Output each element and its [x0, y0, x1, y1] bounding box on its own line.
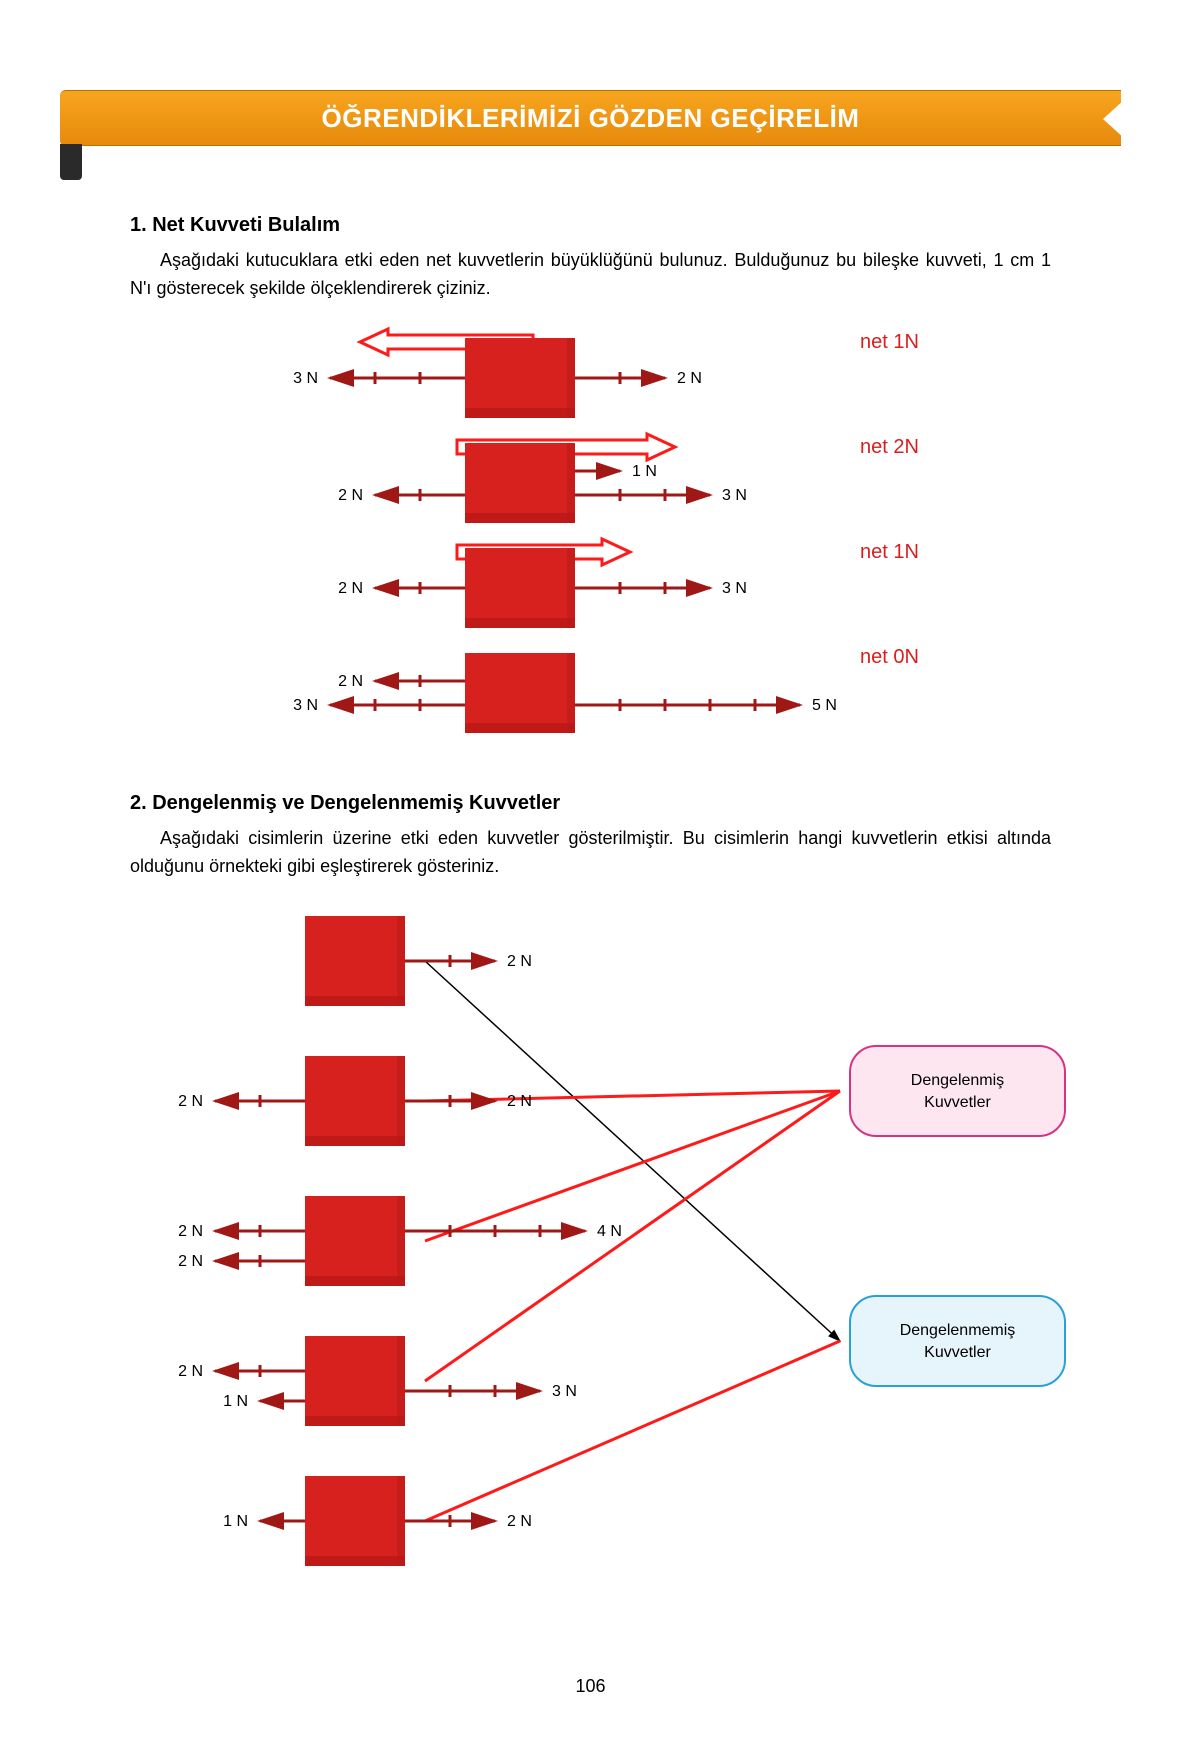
- svg-text:1 N: 1 N: [223, 1513, 248, 1530]
- section2-paragraph: Aşağıdaki cisimlerin üzerine etki eden k…: [130, 825, 1051, 881]
- svg-text:3 N: 3 N: [293, 370, 318, 387]
- svg-text:3 N: 3 N: [293, 697, 318, 714]
- svg-text:2 N: 2 N: [507, 953, 532, 970]
- svg-text:2 N: 2 N: [338, 673, 363, 690]
- svg-text:2 N: 2 N: [178, 1093, 203, 1110]
- balanced-bubble-label: Dengelenmiş: [911, 1072, 1004, 1089]
- svg-text:1 N: 1 N: [632, 463, 657, 480]
- section1-diagram: 3 N 2 N net 1N 1 N 2 N 3 N net 2N 2 N 3 N net 1N 2…: [130, 323, 1051, 768]
- banner-notch-icon: [1103, 99, 1125, 139]
- unbalanced-bubble-label: Kuvvetler: [924, 1344, 991, 1361]
- section1-title: 1. Net Kuvveti Bulalım: [130, 214, 1051, 237]
- force-rows-svg: 3 N 2 N net 1N 1 N 2 N 3 N net 2N 2 N 3 N net 1N 2…: [130, 323, 1010, 763]
- page-number: 106: [60, 1676, 1121, 1697]
- banner-wrap: ÖĞRENDİKLERİMİZİ GÖZDEN GEÇİRELİM: [60, 90, 1121, 150]
- net-force-answer: net 2N: [860, 436, 919, 458]
- section-banner: ÖĞRENDİKLERİMİZİ GÖZDEN GEÇİRELİM: [60, 90, 1121, 146]
- svg-text:2 N: 2 N: [178, 1253, 203, 1270]
- svg-text:2 N: 2 N: [507, 1093, 532, 1110]
- matching-svg: 2 N 2 N 2 N 2 N 4 N 2 N 2 N 3 N 1 N 1 N 2 N Dengele…: [130, 901, 1090, 1641]
- banner-title: ÖĞRENDİKLERİMİZİ GÖZDEN GEÇİRELİM: [322, 103, 860, 134]
- svg-text:2 N: 2 N: [677, 370, 702, 387]
- net-force-answer: net 1N: [860, 331, 919, 353]
- svg-text:2 N: 2 N: [338, 580, 363, 597]
- net-force-answer: net 1N: [860, 541, 919, 563]
- section2-title: 2. Dengelenmiş ve Dengelenmemiş Kuvvetle…: [130, 792, 1051, 815]
- section1-paragraph: Aşağıdaki kutucuklara etki eden net kuvv…: [130, 247, 1051, 303]
- svg-text:2 N: 2 N: [507, 1513, 532, 1530]
- section2-diagram: 2 N 2 N 2 N 2 N 4 N 2 N 2 N 3 N 1 N 1 N 2 N Dengele…: [130, 901, 1051, 1646]
- content: 1. Net Kuvveti Bulalım Aşağıdaki kutucuk…: [60, 180, 1121, 1646]
- svg-text:3 N: 3 N: [552, 1383, 577, 1400]
- svg-text:2 N: 2 N: [178, 1363, 203, 1380]
- net-force-answer: net 0N: [860, 646, 919, 668]
- svg-text:3 N: 3 N: [722, 580, 747, 597]
- banner-tab-icon: [60, 144, 82, 180]
- unbalanced-bubble-label: Dengelenmemiş: [900, 1322, 1016, 1339]
- svg-text:1 N: 1 N: [223, 1393, 248, 1410]
- svg-text:5 N: 5 N: [812, 697, 837, 714]
- svg-text:2 N: 2 N: [178, 1223, 203, 1240]
- svg-text:2 N: 2 N: [338, 487, 363, 504]
- svg-text:3 N: 3 N: [722, 487, 747, 504]
- page: ÖĞRENDİKLERİMİZİ GÖZDEN GEÇİRELİM 1. Net…: [0, 0, 1181, 1737]
- balanced-bubble-label: Kuvvetler: [924, 1094, 991, 1111]
- svg-text:4 N: 4 N: [597, 1223, 622, 1240]
